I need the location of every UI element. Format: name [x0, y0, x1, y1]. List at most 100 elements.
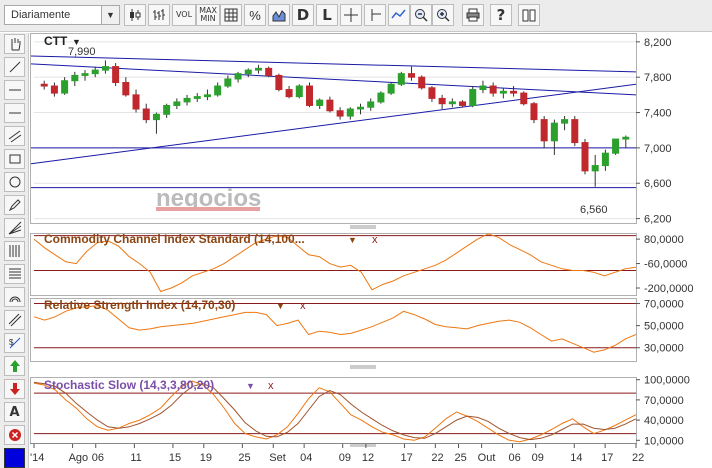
indicator-tick-label: 100,0000: [644, 375, 690, 387]
max-min-button[interactable]: MAX MIN: [196, 4, 220, 26]
candle-down: [438, 97, 446, 105]
pencil-tool-button[interactable]: [4, 195, 25, 215]
candle-up: [367, 101, 375, 108]
guide-button[interactable]: [518, 4, 540, 26]
rsi-close-icon[interactable]: x: [300, 300, 306, 312]
time-tick-label: 12: [362, 452, 374, 464]
volume-button[interactable]: VOL: [172, 4, 196, 26]
zoom-in-button[interactable]: [432, 4, 454, 26]
price-tick-label: 8,200: [644, 37, 672, 49]
fibonacci-fan-tool-button[interactable]: [4, 218, 25, 238]
stochastic-close-icon[interactable]: x: [268, 380, 274, 392]
zoom-out-icon: [415, 9, 428, 22]
rsi-line: [33, 305, 637, 353]
candle-up: [61, 80, 69, 94]
candle-up: [254, 67, 262, 71]
daily-button[interactable]: D: [292, 4, 314, 26]
candle-up: [183, 97, 191, 103]
candle-down: [489, 85, 497, 94]
buy-signal-button[interactable]: [4, 356, 25, 376]
candle-down: [336, 110, 344, 117]
help-button[interactable]: ?: [490, 4, 512, 26]
time-tick-label: 06: [509, 452, 521, 464]
period-select[interactable]: Diariamente ▼: [4, 5, 120, 25]
symbol-menu-arrow[interactable]: ▼: [72, 37, 81, 47]
time-tick-label: 25: [454, 452, 466, 464]
candlestick-chart-button[interactable]: [124, 4, 146, 26]
time-tick-label: 04: [300, 452, 312, 464]
vertical-line-icon: [8, 112, 21, 114]
stochastic-menu-arrow[interactable]: ▼: [246, 381, 255, 391]
color-picker[interactable]: [4, 448, 25, 468]
indicator-tick-label: 80,0000: [644, 234, 684, 246]
trendline: [30, 55, 637, 73]
rsi-menu-arrow[interactable]: ▼: [276, 301, 285, 311]
indicator-tick-label: -200,0000: [644, 283, 694, 295]
crosshair-button[interactable]: [340, 4, 362, 26]
vertical-bars-icon: [9, 245, 19, 257]
line-chart-button[interactable]: L: [316, 4, 338, 26]
candle-down: [50, 85, 58, 94]
time-tick-label: Set: [269, 452, 286, 464]
trend-zoom-button[interactable]: [388, 4, 410, 26]
time-tick-label: Out: [478, 452, 496, 464]
stochastic-d-line: [33, 381, 637, 441]
crosshair-icon: [344, 8, 358, 22]
rsi-title: Relative Strength Index (14,70,30): [44, 298, 235, 312]
trendlines[interactable]: [30, 55, 637, 189]
channel-tool-button[interactable]: [4, 126, 25, 146]
percent-button[interactable]: %: [244, 4, 266, 26]
ohlc-icon: [153, 9, 165, 20]
arc-tool-button[interactable]: [4, 287, 25, 307]
candle-down: [581, 142, 589, 172]
cci-line: [33, 233, 637, 293]
cci-close-icon[interactable]: x: [372, 234, 378, 246]
vertical-line-tool-button[interactable]: [4, 103, 25, 123]
time-tick-label: 25: [238, 452, 250, 464]
candle-up: [214, 85, 222, 96]
area-chart-button[interactable]: [268, 4, 290, 26]
ellipse-tool-button[interactable]: [4, 172, 25, 192]
print-button[interactable]: [462, 4, 484, 26]
indicator-tick-label: 70,0000: [644, 395, 684, 407]
ohlc-bar-button[interactable]: [148, 4, 170, 26]
candle-up: [152, 113, 160, 121]
fibonacci-levels-tool-button[interactable]: [4, 241, 25, 261]
cci-menu-arrow[interactable]: ▼: [348, 235, 357, 245]
cursor-line-button[interactable]: [364, 4, 386, 26]
candle-down: [40, 83, 48, 87]
chevron-down-icon[interactable]: ▼: [101, 6, 119, 24]
grid-button[interactable]: [220, 4, 242, 26]
stochastic-title: Stochastic Slow (14,3,3,80,20): [44, 378, 214, 392]
time-tick-label: 09: [532, 452, 544, 464]
candle-up: [101, 66, 109, 71]
time-tick-label: 19: [200, 452, 212, 464]
rectangle-tool-button[interactable]: [4, 149, 25, 169]
min-label: MIN: [200, 14, 216, 23]
text-tool-button[interactable]: A: [4, 402, 25, 422]
fibonacci-retracement-tool-button[interactable]: [4, 264, 25, 284]
candle-up: [357, 106, 365, 110]
price-tick-label: 7,400: [644, 108, 672, 120]
hand-tool-button[interactable]: [4, 34, 25, 54]
indicator-lines: [33, 233, 637, 443]
candle-down: [112, 66, 120, 83]
candle-up: [469, 89, 477, 106]
candle-down: [428, 87, 436, 99]
horizontal-bars-icon: [8, 268, 21, 279]
parallel-lines-tool-button[interactable]: [4, 310, 25, 330]
text-tool-icon: A: [9, 404, 20, 420]
sell-signal-button[interactable]: [4, 379, 25, 399]
candle-up: [591, 165, 599, 172]
candle-up: [71, 74, 79, 82]
delete-icon: [8, 429, 21, 441]
candle-down: [265, 67, 273, 76]
price-chart[interactable]: negocios 8,2007,8007,4007,0006,6006,2008…: [30, 33, 712, 468]
delete-drawings-button[interactable]: [4, 425, 25, 445]
horizontal-line-tool-button[interactable]: [4, 80, 25, 100]
zoom-out-button[interactable]: [410, 4, 432, 26]
regression-tool-button[interactable]: $: [4, 333, 25, 353]
line-tool-button[interactable]: [4, 57, 25, 77]
top-toolbar: Diariamente ▼ VOL MAX MIN % D L ?: [0, 0, 712, 32]
time-tick-label: Ago: [69, 452, 89, 464]
